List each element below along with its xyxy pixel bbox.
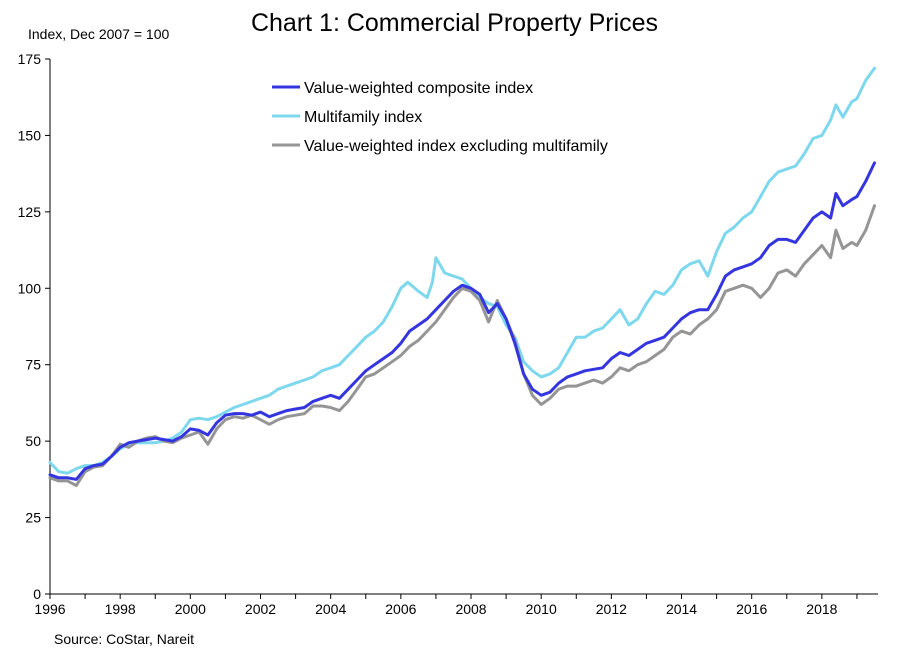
x-tick-label: 2004 [315,601,346,617]
x-tick-label: 1996 [34,601,65,617]
legend-label: Value-weighted composite index [304,80,533,97]
series-line-2 [48,204,876,487]
x-tick-label: 1998 [105,601,136,617]
y-axis-label: Index, Dec 2007 = 100 [28,26,170,42]
x-tick-label: 2014 [666,601,697,617]
x-tick-label: 2006 [385,601,416,617]
y-tick-label: 25 [25,510,41,526]
source-note: Source: CoStar, Nareit [54,631,195,647]
x-tick-label: 2016 [736,601,767,617]
y-tick-label: 150 [18,127,42,143]
axes: 0 25 50 75 100 125 150 175 1996 1998 2000 2002 2004 2… [18,51,878,617]
series-group [48,66,876,487]
legend: Value-weighted composite index Multifamil… [272,80,608,155]
legend-label: Multifamily index [304,109,422,126]
x-tick-label: 2002 [245,601,276,617]
y-tick-label: 175 [18,51,42,67]
y-tick-label: 50 [25,433,41,449]
series-line-1 [48,66,876,475]
legend-label: Value-weighted index excluding multifami… [304,138,608,155]
series-line-0 [48,161,876,481]
x-tick-label: 2010 [526,601,557,617]
y-tick-label: 125 [18,204,42,220]
x-tick-label: 2008 [455,601,486,617]
y-tick-label: 100 [18,280,42,296]
x-tick-label: 2018 [806,601,837,617]
chart-title: Chart 1: Commercial Property Prices [250,9,659,37]
y-tick-label: 0 [33,586,41,602]
x-tick-label: 2000 [175,601,206,617]
y-tick-label: 75 [25,357,41,373]
x-tick-label: 2012 [596,601,627,617]
